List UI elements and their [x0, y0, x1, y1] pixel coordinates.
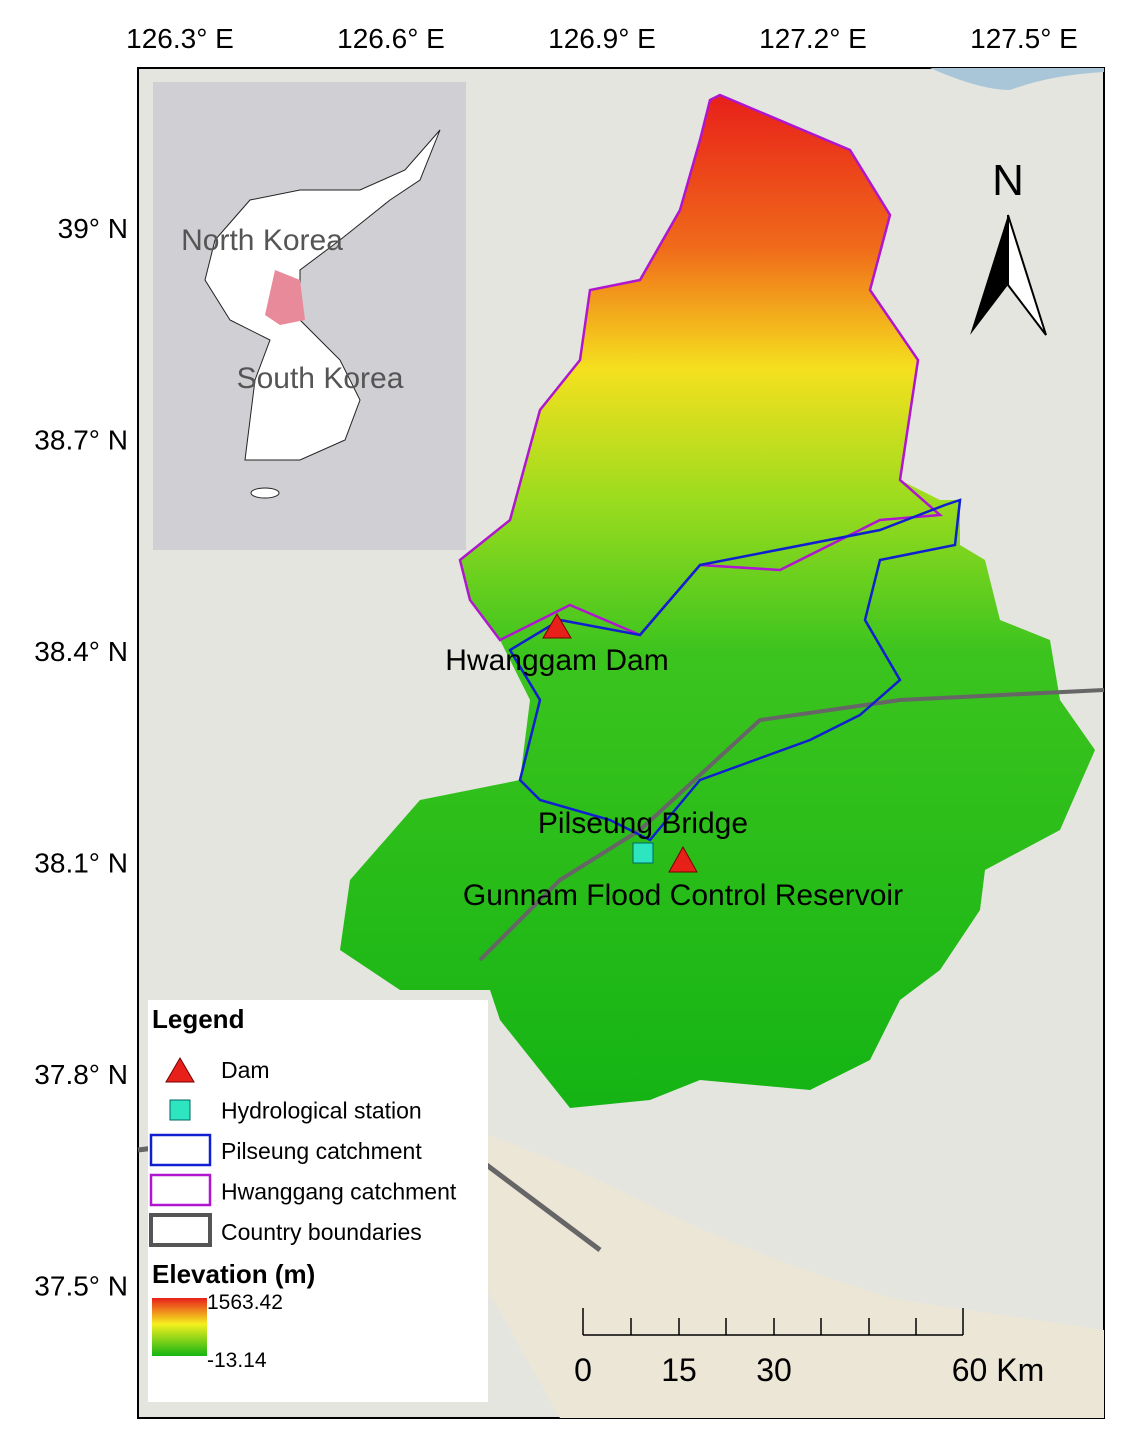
legend-item: Pilseung catchment — [221, 1138, 422, 1164]
latitude-label: 38.7° N — [34, 425, 128, 456]
place-label: Pilseung Bridge — [538, 807, 748, 840]
country-boundary — [478, 688, 1105, 962]
latitude-label: 38.4° N — [34, 636, 128, 667]
basemap-lowland — [380, 1100, 1104, 1418]
north-arrow — [1007, 214, 1047, 336]
legend-ramp — [152, 1298, 207, 1356]
longitude-label: 126.3° E — [126, 23, 234, 54]
hwanggang-catchment — [458, 93, 944, 642]
longitude-label: 127.2° E — [759, 23, 867, 54]
latitude-label: 38.1° N — [34, 848, 128, 879]
longitude-label: 126.6° E — [337, 23, 445, 54]
legend-symbol — [149, 1173, 212, 1207]
scale-bar — [582, 1308, 964, 1336]
longitude-label: 126.9° E — [548, 23, 656, 54]
latitude-label: 37.5° N — [34, 1271, 128, 1302]
scale-label: 15 — [661, 1352, 697, 1388]
north-arrow — [970, 215, 1008, 335]
scale-label: 0 — [574, 1352, 592, 1388]
legend-symbol — [169, 1099, 191, 1121]
legend-subtitle: Elevation (m) — [152, 1259, 315, 1289]
inset-study-area — [265, 270, 305, 325]
inset-map — [153, 82, 466, 550]
north-arrow-label: N — [992, 156, 1024, 205]
pilseung-catchment — [508, 498, 962, 842]
legend-symbol — [149, 1213, 212, 1247]
inset-label: South Korea — [237, 362, 404, 395]
longitude-label: 127.5° E — [970, 23, 1078, 54]
inset-label: North Korea — [181, 224, 343, 257]
legend-item: Dam — [221, 1057, 270, 1083]
sea — [930, 68, 1104, 90]
legend-item: Hwanggang catchment — [221, 1179, 457, 1205]
legend-min: -13.14 — [207, 1349, 267, 1372]
dam-marker — [668, 845, 698, 873]
inset-jeju — [250, 487, 280, 499]
legend-symbol — [165, 1057, 195, 1083]
place-label: Hwanggam Dam — [445, 644, 668, 677]
legend-max: 1563.42 — [207, 1291, 283, 1314]
place-label: Gunnam Flood Control Reservoir — [463, 879, 903, 912]
station-marker — [632, 842, 654, 864]
legend-item: Country boundaries — [221, 1219, 422, 1245]
latitude-label: 37.8° N — [34, 1059, 128, 1090]
elevation-raster — [340, 95, 1095, 1108]
scale-label: 60 Km — [952, 1352, 1044, 1388]
inset-korea — [204, 129, 441, 461]
legend-symbol — [149, 1133, 212, 1167]
legend-item: Hydrological station — [221, 1098, 422, 1124]
latitude-label: 39° N — [58, 213, 128, 244]
scale-label: 30 — [756, 1352, 792, 1388]
legend-title: Legend — [152, 1004, 244, 1034]
dam-marker — [542, 613, 572, 639]
